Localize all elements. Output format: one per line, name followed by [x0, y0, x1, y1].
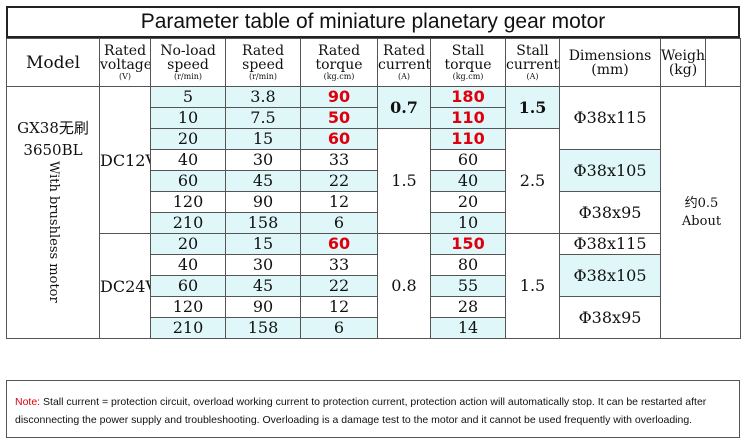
header-rated-torque: Rated torque (kg.cm) [300, 38, 378, 87]
rated-current: 0.7 [377, 86, 431, 129]
stall-torque: 180 [430, 86, 506, 108]
stall-current: 1.5 [505, 86, 560, 129]
table-row: GX38无刷 3650BL With brushless motor DC12V… [6, 86, 741, 339]
header-model: Model [6, 38, 100, 87]
rated-current: 1.5 [377, 128, 431, 234]
stall-torque: 110 [430, 107, 506, 129]
dimension: Φ38x105 [559, 149, 661, 192]
note-label: Note: [15, 396, 41, 408]
table-row: 120 90 12 28 Φ38x95 [7, 296, 741, 339]
model-name-line2: 3650BL [23, 140, 83, 159]
rated-speed: 15 [225, 233, 301, 255]
rated-speed: 90 [225, 191, 301, 213]
header-rated-speed: Rated speed (r/min) [225, 38, 301, 87]
dimension: Φ38x105 [559, 254, 661, 297]
header-rated-voltage: Rated voltage (V) [99, 38, 151, 87]
rated-speed: 158 [225, 317, 301, 339]
note-text: Stall current = protection circuit, over… [15, 396, 707, 426]
voltage-dc12v: DC12V [99, 86, 151, 234]
stall-torque: 80 [430, 254, 506, 276]
dimension: Φ38x95 [559, 296, 661, 339]
stall-torque: 10 [430, 212, 506, 234]
rated-torque: 33 [300, 149, 378, 171]
rated-torque: 50 [300, 107, 378, 129]
header-stall-torque: Stall torque (kg.cm) [430, 38, 506, 87]
header-stall-current: Stall current (A) [505, 38, 560, 87]
rated-torque: 6 [300, 212, 378, 234]
rated-speed: 30 [225, 254, 301, 276]
rated-speed: 15 [225, 128, 301, 150]
rated-speed: 30 [225, 149, 301, 171]
table-row: 120 90 12 20 Φ38x95 [7, 191, 741, 234]
dimension: Φ38x95 [559, 191, 661, 234]
rated-torque: 33 [300, 254, 378, 276]
no-load-speed: 60 [150, 170, 226, 192]
stall-torque: 40 [430, 170, 506, 192]
stall-torque: 60 [430, 149, 506, 171]
rated-speed: 90 [225, 296, 301, 318]
stall-current: 2.5 [505, 128, 560, 234]
rated-torque: 12 [300, 191, 378, 213]
table-row: 210 158 6 10 [7, 212, 741, 234]
header-no-load-speed: No-load speed (r/min) [150, 38, 226, 87]
rated-torque: 60 [300, 233, 378, 255]
rated-speed: 7.5 [225, 107, 301, 129]
no-load-speed: 120 [150, 296, 226, 318]
header-row: Model Rated voltage (V) No-load speed (r/m… [6, 38, 741, 87]
rated-speed: 3.8 [225, 86, 301, 108]
weight-line2: About [681, 213, 722, 229]
rated-torque: 90 [300, 86, 378, 108]
stall-torque: 110 [430, 128, 506, 150]
model-vertical-label: With brushless motor [46, 160, 61, 303]
table-row: 40 30 33 60 Φ38x105 [7, 149, 741, 192]
model-name-line1: GX38无刷 [17, 118, 89, 137]
no-load-speed: 20 [150, 128, 226, 150]
rated-torque: 60 [300, 128, 378, 150]
dimension: Φ38x115 [559, 86, 661, 150]
rated-speed: 158 [225, 212, 301, 234]
stall-current: 1.5 [505, 233, 560, 339]
no-load-speed: 40 [150, 254, 226, 276]
rated-torque: 22 [300, 170, 378, 192]
header-dimensions: Dimensions (mm) [559, 38, 661, 87]
table-row: 40 30 33 80 Φ38x105 [7, 254, 741, 297]
header-rated-current: Rated current (A) [377, 38, 431, 87]
no-load-speed: 210 [150, 212, 226, 234]
no-load-speed: 20 [150, 233, 226, 255]
rated-current: 0.8 [377, 233, 431, 339]
no-load-speed: 10 [150, 107, 226, 129]
no-load-speed: 120 [150, 191, 226, 213]
table-row: 60 45 22 40 [7, 170, 741, 192]
no-load-speed: 40 [150, 149, 226, 171]
weight-cell: 约0.5 About [660, 86, 741, 339]
stall-torque: 14 [430, 317, 506, 339]
no-load-speed: 5 [150, 86, 226, 108]
stall-torque: 55 [430, 275, 506, 297]
rated-speed: 45 [225, 275, 301, 297]
rated-torque: 12 [300, 296, 378, 318]
table-row: 20 15 60 1.5 110 2.5 [7, 128, 741, 234]
voltage-dc24v: DC24V [99, 233, 151, 339]
rated-speed: 45 [225, 170, 301, 192]
parameter-table: Model Rated voltage (V) No-load speed (r/m… [6, 38, 741, 339]
weight-line1: 约0.5 [684, 195, 719, 211]
header-blank [705, 38, 741, 87]
stall-torque: 150 [430, 233, 506, 255]
rated-torque: 22 [300, 275, 378, 297]
table-row: 210 158 6 14 [7, 317, 741, 339]
no-load-speed: 60 [150, 275, 226, 297]
model-cell: GX38无刷 3650BL With brushless motor [6, 86, 100, 339]
dimension: Φ38x115 [559, 233, 661, 255]
stall-torque: 28 [430, 296, 506, 318]
header-weight: Weight(kg) [660, 38, 706, 87]
stall-torque: 20 [430, 191, 506, 213]
table-row: DC24V 20 15 60 0.8 150 1.5 Φ38x115 [7, 233, 741, 339]
table-title: Parameter table of miniature planetary g… [6, 6, 740, 38]
rated-torque: 6 [300, 317, 378, 339]
note-box: Note: Stall current = protection circuit… [6, 380, 740, 438]
table-row: 10 7.5 50 110 [7, 107, 741, 129]
no-load-speed: 210 [150, 317, 226, 339]
